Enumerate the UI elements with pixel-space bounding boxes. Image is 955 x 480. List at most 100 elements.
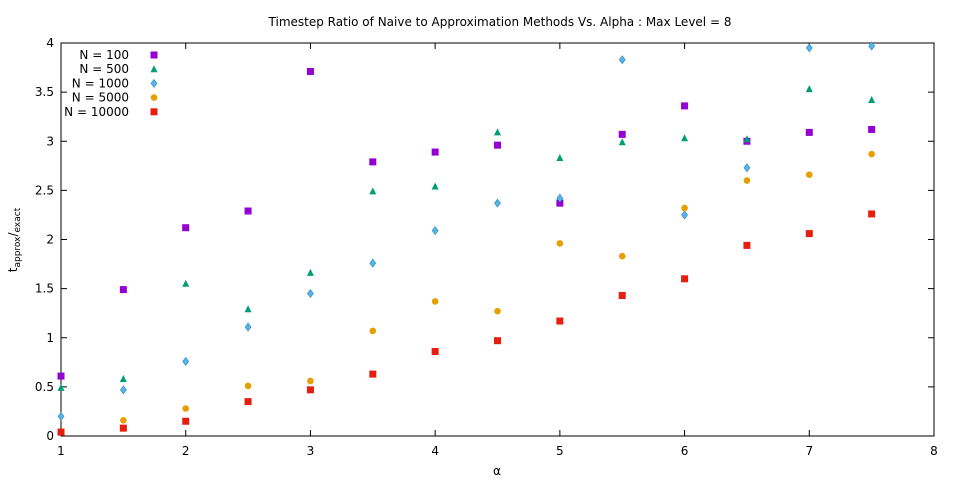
- legend-marker: [150, 108, 158, 116]
- data-point: [868, 125, 876, 133]
- data-point: [244, 398, 252, 406]
- data-point: [119, 286, 127, 294]
- data-point: [57, 383, 65, 391]
- data-point: [494, 128, 501, 136]
- data-point: [618, 130, 626, 138]
- legend-marker: [150, 65, 158, 73]
- data-point: [182, 417, 190, 425]
- data-point: [244, 322, 252, 332]
- data-point: [805, 171, 813, 178]
- tick-marks: [60, 42, 935, 437]
- data-point: [307, 289, 314, 299]
- y-tick-label: 1: [46, 331, 54, 345]
- data-point: [431, 298, 439, 305]
- data-point: [182, 224, 190, 232]
- data-point: [618, 138, 626, 146]
- x-tick-label: 5: [556, 444, 564, 458]
- y-tick-label: 2.5: [35, 183, 54, 197]
- x-tick-label: 1: [57, 444, 65, 458]
- data-point: [57, 428, 65, 436]
- data-point: [244, 382, 252, 390]
- data-point: [369, 158, 377, 166]
- data-point: [244, 207, 252, 215]
- data-point: [306, 386, 314, 394]
- data-point: [369, 370, 377, 378]
- series-2: [57, 41, 876, 421]
- data-point: [119, 424, 127, 432]
- data-point: [805, 85, 813, 93]
- y-axis-label-sub: approx: [13, 236, 23, 268]
- plot-frame: [60, 42, 935, 437]
- x-tick-label: 4: [431, 444, 439, 458]
- data-point: [306, 67, 314, 75]
- data-point: [556, 317, 564, 325]
- data-point: [618, 55, 626, 65]
- series-3: [57, 150, 875, 436]
- legend-label: N = 10000: [64, 105, 129, 119]
- data-point: [805, 128, 813, 136]
- y-tick-label: 0: [46, 429, 54, 443]
- x-tick-label: 3: [307, 444, 315, 458]
- data-point: [119, 385, 127, 395]
- data-point: [743, 135, 751, 143]
- axes: [60, 42, 935, 437]
- data-point: [618, 292, 626, 300]
- data-point: [868, 41, 876, 51]
- data-point: [868, 95, 876, 103]
- y-tick-label: 3.5: [35, 85, 54, 99]
- y-tick-label: 2: [46, 233, 54, 247]
- y-axis-label-slash: /: [6, 232, 20, 237]
- data-point: [556, 240, 564, 247]
- data-point: [369, 187, 377, 195]
- data-point: [681, 204, 688, 212]
- x-tick-label: 8: [930, 444, 938, 458]
- data-point: [244, 305, 252, 313]
- data-point: [120, 416, 127, 424]
- data-point: [868, 150, 875, 158]
- data-point: [57, 372, 65, 380]
- data-point: [306, 268, 314, 276]
- legend-marker: [150, 94, 158, 101]
- x-tick-label: 7: [805, 444, 813, 458]
- legend-label: N = 1000: [72, 76, 129, 90]
- y-tick-label: 1.5: [35, 282, 54, 296]
- data-point: [556, 153, 564, 161]
- data-points: [57, 41, 876, 436]
- data-point: [618, 252, 626, 260]
- chart-title: Timestep Ratio of Naive to Approximation…: [268, 15, 732, 29]
- y-tick-label: 4: [46, 36, 54, 50]
- y-axis-label-sub2: exact: [13, 207, 23, 232]
- data-point: [494, 198, 501, 208]
- data-point: [431, 182, 439, 190]
- data-point: [743, 163, 751, 173]
- legend-label: N = 5000: [72, 91, 129, 105]
- series-0: [57, 67, 876, 380]
- data-point: [119, 375, 127, 383]
- data-point: [369, 258, 377, 268]
- data-point: [805, 43, 813, 53]
- x-axis-label: α: [493, 464, 501, 478]
- data-point: [182, 279, 190, 287]
- x-tick-labels: 1 2 3 4 5 6 7 8: [57, 444, 938, 458]
- data-point: [805, 230, 813, 238]
- data-point: [868, 210, 876, 218]
- data-point: [182, 405, 190, 412]
- data-point: [307, 377, 314, 385]
- y-tick-label: 3: [46, 134, 54, 148]
- y-axis-label: tapprox/exact: [6, 207, 23, 272]
- legend-marker: [150, 78, 158, 88]
- data-point: [681, 210, 688, 220]
- data-point: [494, 307, 501, 315]
- data-point: [182, 356, 190, 366]
- y-axis-label-main: t: [6, 267, 20, 272]
- data-point: [431, 226, 439, 236]
- legend-marker: [150, 51, 158, 59]
- data-point: [494, 337, 501, 345]
- legend-label: N = 100: [79, 48, 129, 62]
- series-1: [57, 85, 876, 391]
- data-point: [556, 193, 564, 203]
- data-point: [743, 177, 751, 184]
- y-tick-label: 0.5: [35, 380, 54, 394]
